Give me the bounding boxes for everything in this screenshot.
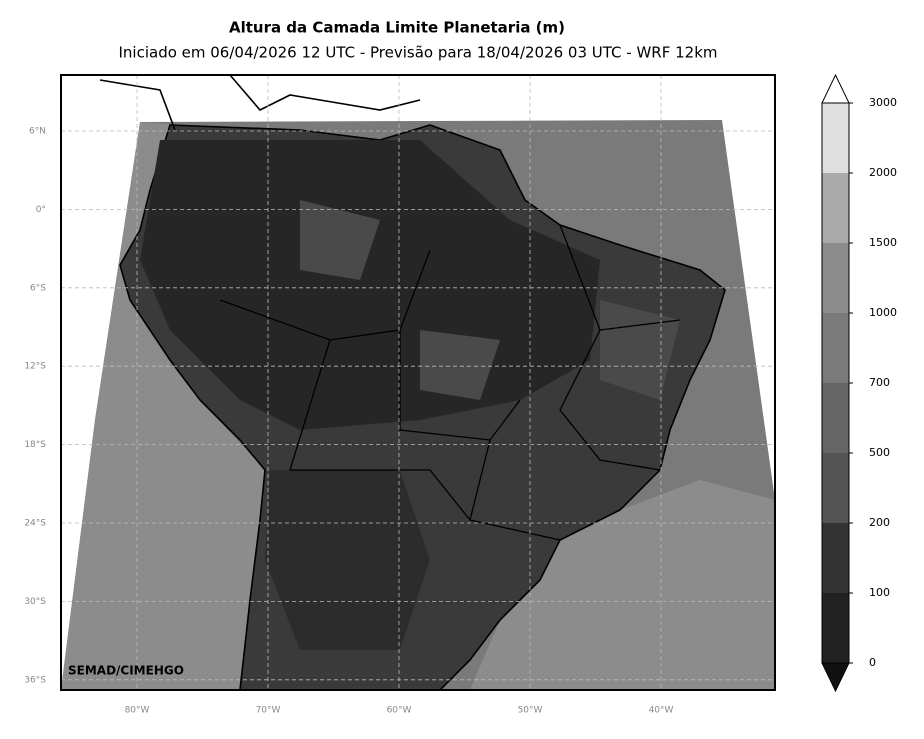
colorbar-label: 700 <box>869 376 890 389</box>
atlantic-south <box>470 480 775 690</box>
title: Altura da Camada Limite Planetaria (m) <box>229 19 565 37</box>
lat-label: 6°S <box>30 283 46 293</box>
lat-label: 0° <box>36 205 46 215</box>
lat-label: 24°S <box>24 519 46 529</box>
pacific-ocean <box>61 122 265 690</box>
map-area <box>61 74 775 691</box>
colorbar-label: 1000 <box>869 306 897 319</box>
colorbar-label: 100 <box>869 586 890 599</box>
dark-region <box>265 470 430 650</box>
colorbar-segment <box>822 383 849 453</box>
colorbar-segment <box>822 243 849 313</box>
central-america-coast <box>99 74 421 131</box>
lat-label: 6°N <box>29 127 46 137</box>
colorbar-segment <box>822 313 849 383</box>
colorbar-extend-low <box>821 662 850 693</box>
lon-label: 60°W <box>387 706 412 716</box>
lat-label: 36°S <box>24 675 46 685</box>
borders <box>219 224 681 541</box>
colorbar-label: 0 <box>869 656 876 669</box>
colorbar-segment <box>822 523 849 593</box>
lon-label: 40°W <box>649 706 674 716</box>
colorbar-segment <box>822 593 849 663</box>
colorbar-label: 3000 <box>869 96 897 109</box>
lon-label: 50°W <box>518 706 543 716</box>
lon-label: 80°W <box>125 706 150 716</box>
colorbar-segment <box>822 453 849 523</box>
lat-label: 30°S <box>24 597 46 607</box>
map-frame <box>60 74 776 691</box>
lat-label: 18°S <box>24 440 46 450</box>
colorbar-extend-high <box>821 73 850 104</box>
watermark: SEMAD/CIMEHGO <box>68 664 184 678</box>
colorbar-label: 1500 <box>869 236 897 249</box>
colorbar-label: 2000 <box>869 166 897 179</box>
lat-label: 12°S <box>24 362 46 372</box>
subtitle: Iniciado em 06/04/2026 12 UTC - Previsão… <box>118 44 717 62</box>
colorbar-segment <box>822 173 849 243</box>
colorbar-label: 500 <box>869 446 890 459</box>
mid-region <box>300 200 680 400</box>
lon-label: 70°W <box>256 706 281 716</box>
colorbar-label: 200 <box>869 516 890 529</box>
colorbar-segment <box>822 103 849 173</box>
